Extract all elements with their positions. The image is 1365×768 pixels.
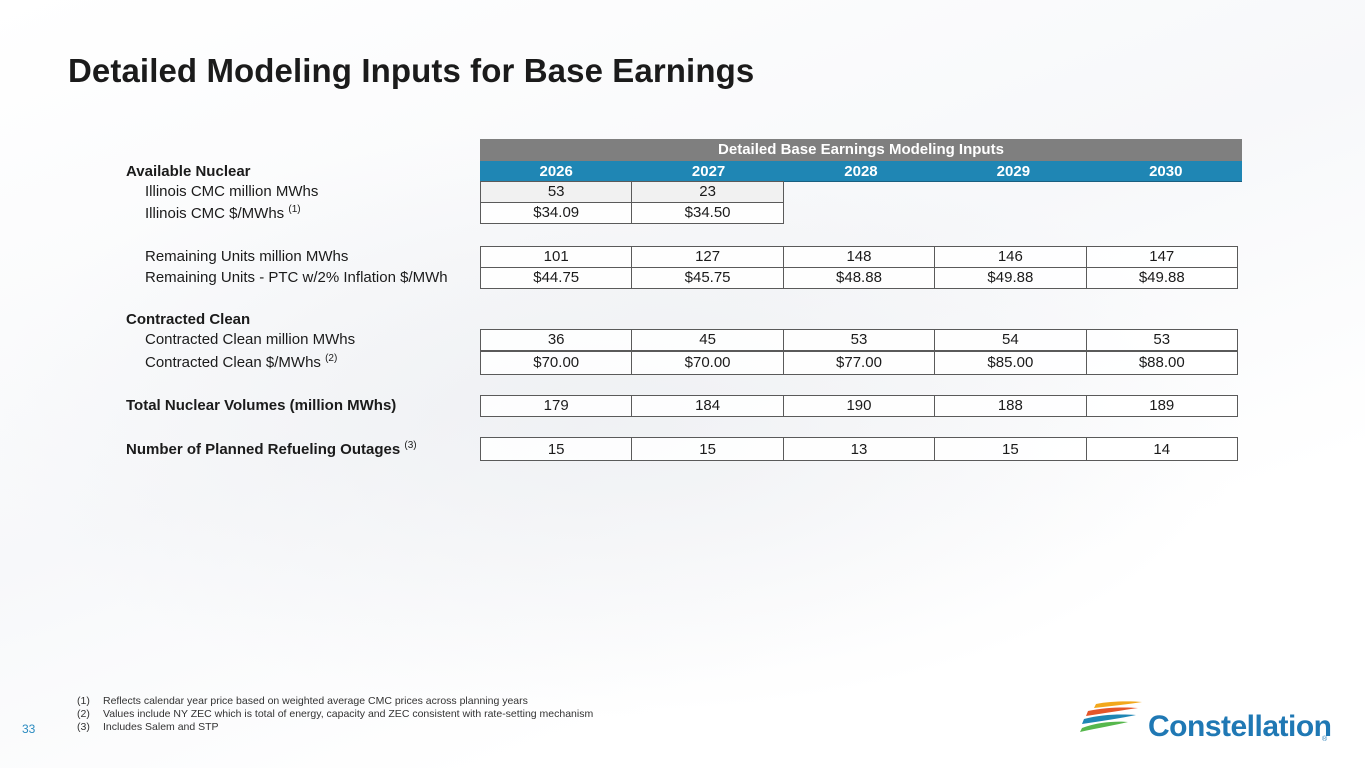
footnote: (2) Values include NY ZEC which is total … (77, 708, 594, 720)
footnote-ref: (2) (325, 353, 338, 364)
row-label-illinois-cmc-mwhs: Illinois CMC million MWhs (145, 183, 319, 200)
table-cell: $49.88 (1085, 267, 1238, 289)
row-label-contracted-clean-mwhs: Contracted Clean million MWhs (145, 331, 356, 348)
table-row: 179 184 190 188 189 (480, 395, 1238, 417)
logo-swoosh-icon (1080, 701, 1142, 732)
table-cell: $70.00 (480, 351, 633, 375)
table-cell: 23 (631, 181, 784, 203)
year-header: 2027 (691, 163, 726, 180)
table-cell: $34.50 (631, 202, 784, 224)
logo-registered-mark: ® (1322, 736, 1328, 743)
table-cell: $34.09 (480, 202, 633, 224)
year-header-row: 2026 2027 2028 2029 2030 (480, 161, 1242, 182)
table-row: 53 23 (480, 181, 784, 203)
table-cell: $49.88 (934, 267, 1087, 289)
table-row: 36 45 53 54 53 (480, 329, 1238, 351)
footnote: (1) Reflects calendar year price based on… (77, 695, 528, 707)
row-label-total-nuclear-volumes: Total Nuclear Volumes (million MWhs) (126, 397, 397, 414)
table-row: $34.09 $34.50 (480, 202, 784, 224)
year-header: 2030 (1149, 163, 1183, 180)
table-cell: 101 (480, 246, 633, 268)
footnote-ref: (1) (288, 204, 301, 215)
table-cell: 36 (480, 329, 633, 351)
table-cell: 15 (934, 437, 1087, 461)
row-label-remaining-units-ptc: Remaining Units - PTC w/2% Inflation $/M… (145, 269, 448, 286)
table-cell: 13 (782, 437, 936, 461)
table-cell: 190 (782, 395, 936, 417)
table-cell: $48.88 (782, 267, 936, 289)
footnote: (3) Includes Salem and STP (77, 721, 219, 733)
table-cell: 127 (631, 246, 784, 268)
table-cell: $70.00 (631, 351, 784, 375)
table-row: 101 127 148 146 147 (480, 246, 1238, 268)
year-header: 2026 (539, 163, 573, 180)
footnotes: (1) Reflects calendar year price based on… (77, 695, 593, 734)
table-cell: $45.75 (631, 267, 784, 289)
table-cell: 15 (480, 437, 633, 461)
table-row: $44.75 $45.75 $48.88 $49.88 $49.88 (480, 267, 1238, 289)
table-cell: 53 (1085, 329, 1238, 351)
table-cell: 15 (631, 437, 784, 461)
table-cell: 53 (480, 181, 633, 203)
year-header: 2028 (844, 163, 878, 180)
constellation-logo: Constellation ® (1080, 700, 1332, 750)
year-header: 2029 (996, 163, 1031, 180)
table-cell: 53 (782, 329, 936, 351)
row-label-available-nuclear: Available Nuclear (126, 163, 251, 180)
page-title: Detailed Modeling Inputs for Base Earnin… (68, 52, 755, 89)
table-banner: Detailed Base Earnings Modeling Inputs (480, 139, 1242, 161)
row-label-refueling-outages: Number of Planned Refueling Outages (3) (126, 440, 417, 459)
table-row: $70.00 $70.00 $77.00 $85.00 $88.00 (480, 351, 1238, 375)
table-cell: $85.00 (934, 351, 1087, 375)
table-cell: $88.00 (1085, 351, 1238, 375)
table-cell: 45 (631, 329, 784, 351)
table-cell: 184 (631, 395, 784, 417)
footnote-ref: (3) (404, 440, 417, 451)
table-cell: $44.75 (480, 267, 633, 289)
table-cell: 147 (1085, 246, 1238, 268)
row-label-remaining-units-mwhs: Remaining Units million MWhs (145, 248, 349, 265)
row-label-contracted-clean: Contracted Clean (126, 311, 251, 328)
logo-text: Constellation (1148, 710, 1332, 743)
table-cell: 189 (1085, 395, 1238, 417)
row-label-contracted-clean-price: Contracted Clean $/MWhs (2) (145, 353, 338, 372)
table-cell: 179 (480, 395, 633, 417)
table-cell: $77.00 (782, 351, 936, 375)
table-cell: 14 (1085, 437, 1238, 461)
table-cell: 146 (934, 246, 1087, 268)
table-cell: 54 (934, 329, 1087, 351)
table-row: 15 15 13 15 14 (480, 437, 1238, 461)
row-label-illinois-cmc-price: Illinois CMC $/MWhs (1) (145, 204, 301, 223)
table-cell: 188 (934, 395, 1087, 417)
page-number: 33 (22, 722, 36, 736)
table-cell: 148 (782, 246, 936, 268)
